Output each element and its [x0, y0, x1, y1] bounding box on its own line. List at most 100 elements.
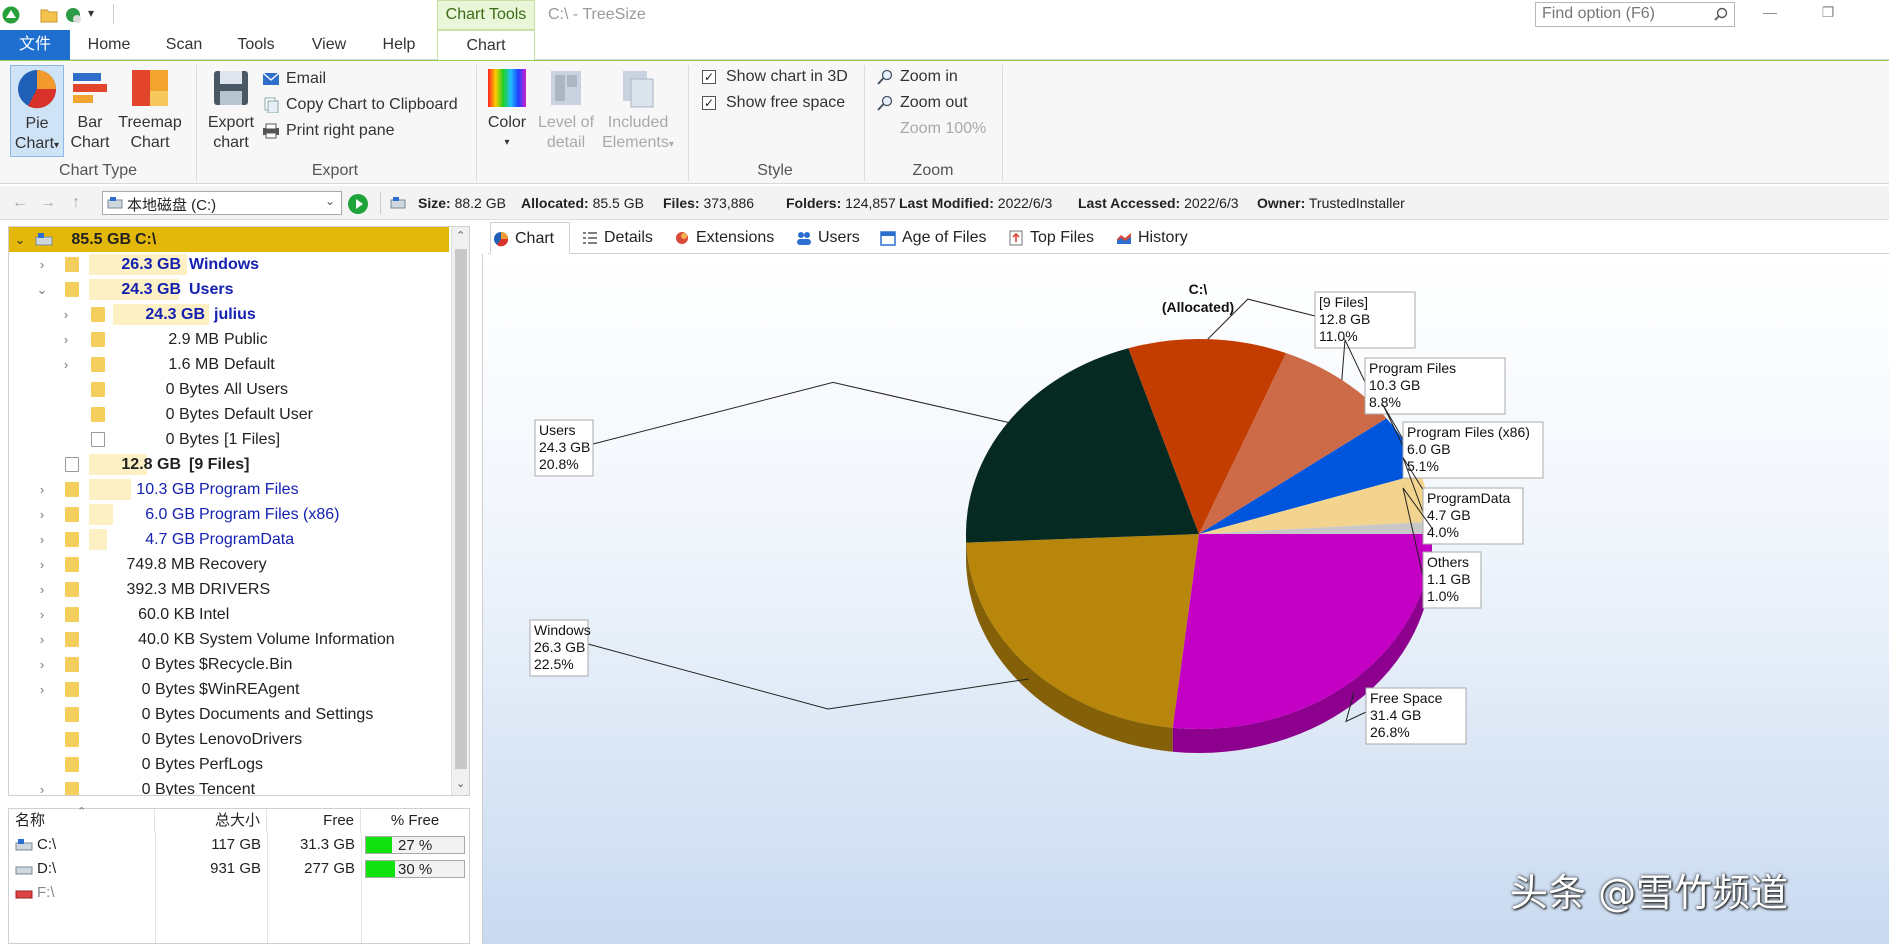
tree-size: 4.7 GB	[145, 531, 195, 548]
scan-go-button[interactable]	[348, 194, 368, 214]
email-button[interactable]: Email	[262, 67, 326, 91]
chevron-right-icon[interactable]: ›	[39, 607, 45, 622]
drive-row[interactable]: C:\ 117 GB 31.3 GB 27 %	[9, 833, 469, 857]
chevron-right-icon[interactable]: ›	[39, 582, 45, 597]
tree-row[interactable]: › 0 Bytes $Recycle.Bin	[9, 652, 449, 677]
tree-row[interactable]: 0 Bytes [1 Files]	[9, 427, 449, 452]
included-elements-button[interactable]: Included Elements▾	[602, 65, 674, 155]
drive-select[interactable]: 本地磁盘 (C:) ⌄	[102, 191, 342, 215]
tree-row[interactable]: › 0 Bytes $WinREAgent	[9, 677, 449, 702]
forward-arrow-icon[interactable]: →	[40, 194, 56, 211]
tree-row[interactable]: 12.8 GB [9 Files]	[9, 452, 449, 477]
tree-row[interactable]: 0 Bytes Documents and Settings	[9, 702, 449, 727]
chevron-right-icon[interactable]: ›	[63, 332, 69, 347]
pie-slice	[965, 348, 1199, 543]
chevron-right-icon[interactable]: ›	[39, 782, 45, 796]
restore-button[interactable]: ❐	[1821, 4, 1835, 20]
chevron-right-icon[interactable]: ›	[39, 557, 45, 572]
tree-row[interactable]: › 60.0 KB Intel	[9, 602, 449, 627]
tab-chart[interactable]: Chart	[437, 30, 535, 61]
pie-chart-button[interactable]: Pie Chart▾	[10, 65, 64, 157]
chevron-down-icon[interactable]: ⌄	[36, 282, 48, 297]
tree-row[interactable]: › 1.6 MB Default	[9, 352, 449, 377]
col-header-total[interactable]: 总大小	[155, 809, 267, 833]
email-icon	[262, 72, 280, 85]
print-right-pane-button[interactable]: Print right pane	[262, 119, 395, 143]
col-header-free[interactable]: Free	[267, 809, 361, 833]
tab-file[interactable]: 文件	[0, 30, 70, 60]
tree-row[interactable]: 0 Bytes LenovoDrivers	[9, 727, 449, 752]
chevron-right-icon[interactable]: ›	[39, 632, 45, 647]
tab-users[interactable]: Users	[794, 222, 860, 254]
show-free-space-checkbox[interactable]: ✓ Show free space	[702, 91, 845, 115]
tree-row[interactable]: 0 Bytes All Users	[9, 377, 449, 402]
drive-list[interactable]: 名称 ⌃ 总大小 Free % Free C:\ 117 GB 31.3 GB …	[8, 806, 470, 944]
tree-scrollbar[interactable]: ⌃ ⌄	[451, 227, 469, 795]
col-header-pct-free[interactable]: % Free	[390, 812, 440, 829]
tree-row[interactable]: › 10.3 GB Program Files	[9, 477, 449, 502]
folder-tree[interactable]: ⌄ 85.5 GB C:\ › 26.3 GB Windows ⌄ 24.3 G…	[8, 226, 470, 796]
tab-age-of-files[interactable]: Age of Files	[878, 222, 986, 254]
export-chart-button[interactable]: Export chart	[204, 65, 258, 155]
tree-row[interactable]: › 749.8 MB Recovery	[9, 552, 449, 577]
tree-row[interactable]: › 6.0 GB Program Files (x86)	[9, 502, 449, 527]
zoom-in-button[interactable]: Zoom in	[876, 65, 958, 89]
tab-top-files[interactable]: Top Files	[1006, 222, 1094, 254]
tree-row[interactable]: › 24.3 GB julius	[9, 302, 449, 327]
tab-details[interactable]: Details	[580, 222, 653, 254]
qat-dropdown-icon[interactable]: ▾	[88, 6, 95, 20]
up-arrow-icon[interactable]: ↑	[72, 194, 80, 211]
chevron-right-icon[interactable]: ›	[39, 257, 45, 272]
chevron-right-icon[interactable]: ›	[63, 357, 69, 372]
scan-refresh-icon[interactable]	[64, 6, 82, 24]
chevron-right-icon[interactable]: ›	[39, 507, 45, 522]
zoom-100-button[interactable]: Zoom 100%	[876, 117, 986, 141]
tab-extensions[interactable]: Extensions	[672, 222, 774, 254]
tree-row[interactable]: › 40.0 KB System Volume Information	[9, 627, 449, 652]
tree-row[interactable]: 0 Bytes PerfLogs	[9, 752, 449, 777]
tree-row[interactable]: › 0 Bytes Tencent	[9, 777, 449, 796]
play-icon	[356, 199, 363, 209]
chevron-right-icon[interactable]: ›	[39, 482, 45, 497]
scroll-down-icon[interactable]: ⌄	[456, 778, 466, 790]
chevron-down-icon[interactable]: ⌄	[14, 232, 26, 247]
tree-row[interactable]: › 2.9 MB Public	[9, 327, 449, 352]
back-arrow-icon[interactable]: ←	[12, 194, 28, 211]
open-folder-icon[interactable]	[40, 6, 58, 24]
tab-help[interactable]: Help	[382, 36, 416, 53]
tree-row[interactable]: ⌄ 24.3 GB Users	[9, 277, 449, 302]
tree-row[interactable]: 0 Bytes Default User	[9, 402, 449, 427]
find-option-input[interactable]: Find option (F6)	[1535, 2, 1735, 27]
treemap-chart-button[interactable]: Treemap Chart	[116, 65, 184, 155]
group-separator	[688, 65, 689, 181]
tree-row[interactable]: › 392.3 MB DRIVERS	[9, 577, 449, 602]
tab-tools[interactable]: Tools	[237, 36, 275, 53]
slice-size: 26.3 GB	[534, 639, 585, 655]
minimize-button[interactable]: —	[1763, 4, 1777, 20]
chart-area[interactable]: C:\ (Allocated) Free Space 31.4 GB 26.8% Wind…	[482, 254, 1889, 944]
drive-row[interactable]: D:\ 931 GB 277 GB 30 %	[9, 857, 469, 881]
tab-history[interactable]: History	[1114, 222, 1188, 254]
tab-chart-view[interactable]: Chart	[490, 222, 570, 254]
tree-row-root[interactable]: ⌄ 85.5 GB C:\	[9, 227, 449, 252]
tab-view[interactable]: View	[311, 36, 347, 53]
show-chart-3d-checkbox[interactable]: ✓ Show chart in 3D	[702, 65, 848, 89]
chevron-right-icon[interactable]: ›	[39, 532, 45, 547]
tree-row[interactable]: › 4.7 GB ProgramData	[9, 527, 449, 552]
level-of-detail-button[interactable]: Level of detail	[536, 65, 596, 155]
bar-chart-button[interactable]: Bar Chart	[66, 65, 114, 155]
color-button[interactable]: Color ▾	[482, 65, 532, 155]
chevron-right-icon[interactable]: ›	[39, 682, 45, 697]
copy-chart-button[interactable]: Copy Chart to Clipboard	[262, 93, 458, 117]
tab-scan[interactable]: Scan	[165, 36, 203, 53]
chevron-right-icon[interactable]: ›	[39, 657, 45, 672]
drive-row[interactable]: F:\	[9, 881, 469, 905]
tree-row[interactable]: › 26.3 GB Windows	[9, 252, 449, 277]
scroll-up-icon[interactable]: ⌃	[456, 230, 466, 242]
col-header-name[interactable]: 名称	[9, 809, 155, 833]
tab-home[interactable]: Home	[87, 36, 131, 53]
scrollbar-thumb[interactable]	[455, 249, 467, 769]
zoom-out-button[interactable]: Zoom out	[876, 91, 968, 115]
slice-size: 31.4 GB	[1370, 707, 1421, 723]
chevron-right-icon[interactable]: ›	[63, 307, 69, 322]
